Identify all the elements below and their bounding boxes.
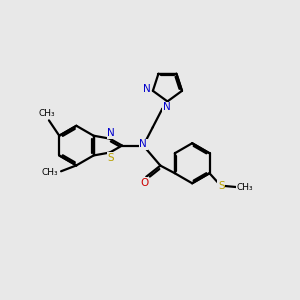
Text: N: N — [163, 102, 171, 112]
Text: S: S — [218, 181, 225, 190]
Text: CH₃: CH₃ — [38, 110, 55, 118]
Text: CH₃: CH₃ — [42, 168, 58, 177]
Text: N: N — [107, 128, 115, 138]
Text: O: O — [141, 178, 149, 188]
Text: N: N — [140, 139, 147, 149]
Text: CH₃: CH₃ — [237, 183, 254, 192]
Text: S: S — [108, 153, 114, 163]
Text: N: N — [142, 84, 150, 94]
